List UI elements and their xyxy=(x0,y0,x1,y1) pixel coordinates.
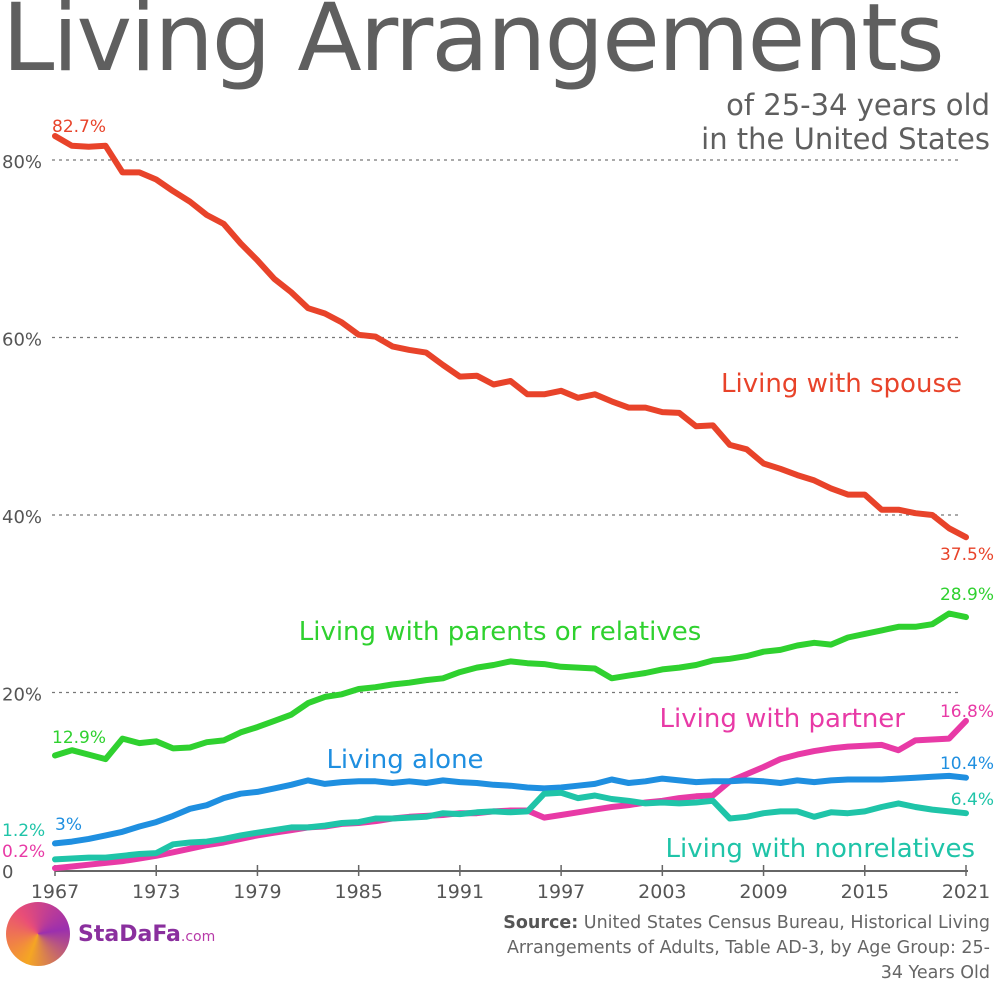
start-value-label-living-with-nonrelatives: 1.2% xyxy=(2,821,45,841)
end-value-label-living-with-partner: 16.8% xyxy=(940,702,994,722)
source-note: Source: United States Census Bureau, His… xyxy=(490,911,990,986)
stadafa-logo: StaDaFa.com xyxy=(6,902,215,966)
series-line-living-with-spouse xyxy=(52,133,969,541)
axes: 0 20% 40% 60% 80% 1967 1973 1979 1985 1991 1997 200… xyxy=(2,152,990,903)
x-tick-label: 1985 xyxy=(334,881,382,903)
logo-text: StaDaFa.com xyxy=(78,922,215,947)
y-tick-label: 0 xyxy=(2,862,13,883)
data-labels: Living with spouse 82.7% 37.5% Living with … xyxy=(2,117,994,864)
chart-title: Living Arrangements xyxy=(2,0,945,93)
y-tick-label: 20% xyxy=(2,685,42,706)
y-tick-label: 60% xyxy=(2,330,42,351)
stadafa-logo-icon xyxy=(6,902,70,966)
y-tick-label: 40% xyxy=(2,507,42,528)
source-label: Source: xyxy=(503,913,579,933)
series-name-living-with-nonrelatives: Living with nonrelatives xyxy=(666,834,975,864)
x-tick-label: 1997 xyxy=(537,881,585,903)
start-value-label-living-with-parents-or-relatives: 12.9% xyxy=(52,728,106,748)
series-name-living-with-parents-or-relatives: Living with parents or relatives xyxy=(299,617,702,647)
x-tick-label: 2009 xyxy=(739,881,787,903)
x-tick-label: 2015 xyxy=(841,881,889,903)
x-tick-label: 1967 xyxy=(31,881,79,903)
x-tick-label: 1973 xyxy=(132,881,180,903)
logo-name: StaDaFa xyxy=(78,921,181,947)
x-tick-label: 2003 xyxy=(638,881,686,903)
end-value-label-living-with-nonrelatives: 6.4% xyxy=(951,790,994,810)
grid-lines xyxy=(52,159,962,694)
end-value-label-living-with-spouse: 37.5% xyxy=(940,545,994,565)
x-tick-label: 1979 xyxy=(233,881,281,903)
end-value-label-living-alone: 10.4% xyxy=(940,754,994,774)
series-name-living-with-partner: Living with partner xyxy=(660,704,906,734)
subtitle-line-1: of 25-34 years old xyxy=(726,88,990,122)
series-lines xyxy=(52,133,969,872)
series-line-living-alone xyxy=(52,772,969,847)
series-line-living-with-nonrelatives xyxy=(52,789,969,863)
start-value-label-living-with-partner: 0.2% xyxy=(2,842,45,862)
series-line-living-with-parents-or-relatives xyxy=(52,610,969,763)
chart-subtitle: of 25-34 years old in the United States xyxy=(701,88,990,156)
source-text: United States Census Bureau, Historical … xyxy=(506,913,990,983)
start-value-label-living-with-spouse: 82.7% xyxy=(52,117,106,137)
series-name-living-alone: Living alone xyxy=(326,745,483,775)
subtitle-line-2: in the United States xyxy=(701,122,990,156)
x-tick-label: 1991 xyxy=(436,881,484,903)
series-name-living-with-spouse: Living with spouse xyxy=(721,369,962,399)
y-tick-label: 80% xyxy=(2,152,42,173)
start-value-label-living-alone: 3% xyxy=(55,815,82,835)
logo-suffix: .com xyxy=(180,928,216,945)
end-value-label-living-with-parents-or-relatives: 28.9% xyxy=(940,585,994,605)
x-tick-label: 2021 xyxy=(942,881,990,903)
